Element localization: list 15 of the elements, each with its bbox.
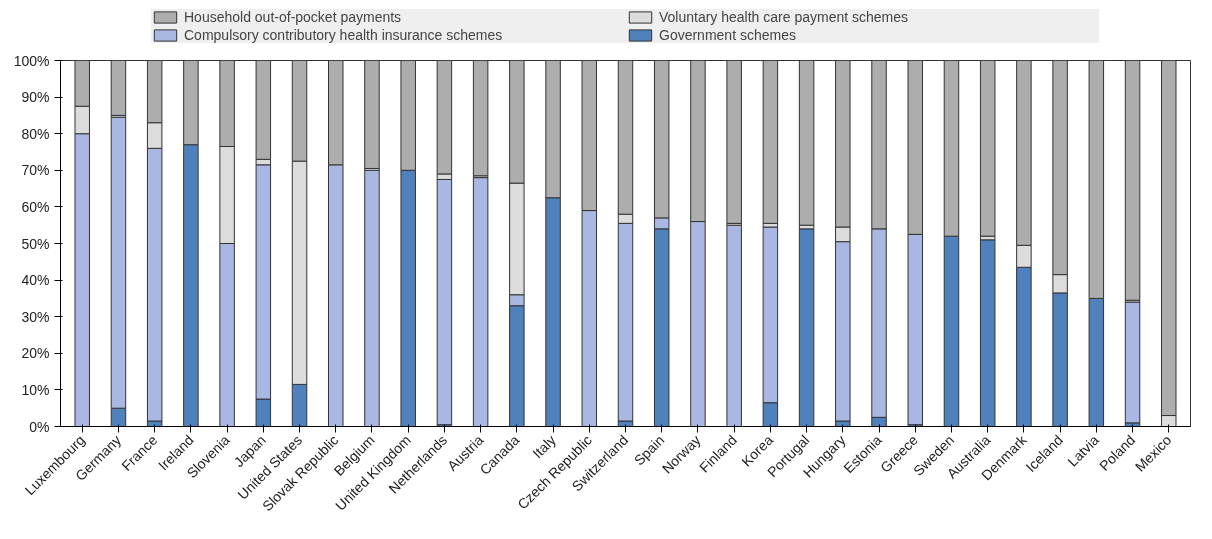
y-tick-label: 20% [21, 345, 50, 362]
y-tick-label: 80% [21, 125, 50, 142]
y-tick-label: 60% [21, 198, 50, 215]
y-tick-label: 10% [21, 381, 50, 398]
y-tick-label: 40% [21, 272, 50, 289]
y-tick-label: 50% [21, 235, 50, 252]
legend-label: Government schemes [659, 27, 797, 43]
y-tick-label: 70% [21, 162, 50, 179]
y-tick-label: 100% [13, 52, 50, 69]
y-tick-label: 90% [21, 89, 50, 106]
legend-label: Compulsory contributory health insurance schemes [184, 27, 504, 43]
legend-label: Household out-of-pocket payments [184, 9, 403, 25]
y-tick-label: 0% [29, 418, 50, 435]
legend-label: Voluntary health care payment schemes [659, 9, 910, 25]
y-tick-label: 30% [21, 308, 50, 325]
